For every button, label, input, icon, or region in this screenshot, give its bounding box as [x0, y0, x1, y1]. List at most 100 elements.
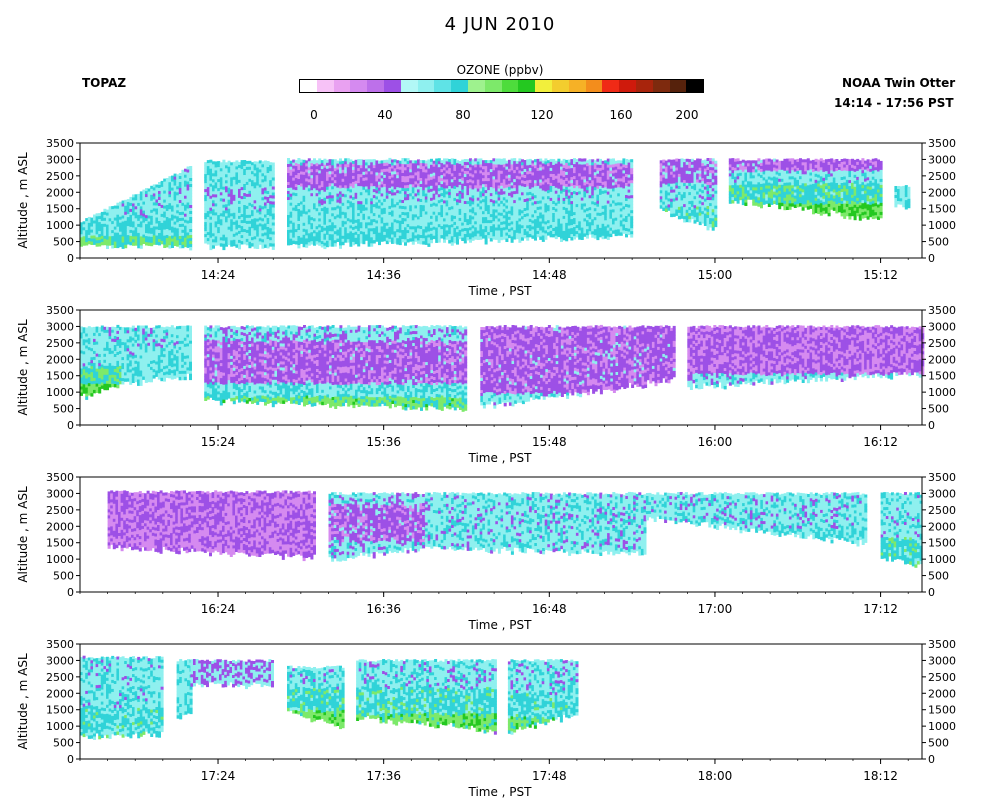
heat-cell: [502, 203, 506, 207]
heat-cell: [422, 235, 426, 239]
heat-cell: [599, 203, 602, 208]
heat-cell: [453, 176, 457, 181]
heat-cell: [367, 192, 371, 196]
heat-cell: [531, 184, 535, 188]
heat-cell: [424, 181, 428, 185]
heat-cell: [103, 214, 107, 219]
heat-cell: [258, 166, 262, 170]
heat-cell: [414, 223, 418, 227]
heat-cell: [287, 188, 290, 192]
heat-cell: [240, 226, 244, 230]
heat-cell: [580, 191, 584, 195]
heat-cell: [440, 163, 444, 167]
heat-cell: [173, 209, 177, 213]
heat-cell: [206, 229, 210, 233]
heat-cell: [219, 192, 223, 196]
heat-cell: [604, 196, 608, 200]
heat-cell: [521, 201, 524, 205]
heat-cell: [225, 231, 228, 235]
heat-cell: [305, 229, 309, 233]
heat-cell: [565, 213, 569, 218]
heat-cell: [209, 162, 213, 167]
heat-cell: [573, 167, 576, 171]
heat-cell: [557, 227, 561, 232]
heat-cell: [505, 205, 509, 209]
heat-cell: [189, 178, 193, 182]
heat-cell: [333, 177, 337, 181]
heat-cell: [173, 203, 177, 207]
heat-cell: [171, 241, 174, 245]
heat-cell: [204, 201, 208, 205]
heat-cell: [294, 187, 298, 191]
heat-cell: [289, 205, 293, 210]
heat-cell: [266, 239, 270, 243]
heat-cell: [119, 234, 122, 239]
heat-cell: [152, 226, 156, 230]
heat-cell: [217, 173, 221, 177]
heat-cell: [521, 210, 524, 214]
heat-cell: [391, 231, 394, 235]
heat-cell: [435, 185, 439, 189]
heat-cell: [435, 212, 439, 216]
heat-cell: [294, 205, 298, 209]
heat-cell: [383, 189, 387, 194]
heat-cell: [209, 237, 213, 242]
heat-cell: [471, 162, 475, 166]
heat-cell: [518, 188, 522, 192]
heat-cell: [323, 191, 327, 196]
heat-cell: [510, 191, 514, 195]
heat-cell: [261, 209, 265, 213]
heat-cell: [502, 194, 506, 198]
heat-cell: [258, 172, 262, 176]
heat-cell: [93, 235, 96, 239]
heat-cell: [297, 194, 301, 198]
heat-cell: [184, 195, 187, 200]
heat-cell: [184, 231, 187, 236]
heat-cell: [139, 245, 143, 249]
heat-cell: [142, 237, 146, 241]
heat-cell: [142, 216, 146, 220]
heat-cell: [90, 241, 94, 245]
heat-cell: [365, 204, 368, 208]
heat-cell: [435, 182, 439, 186]
heat-cell: [497, 206, 501, 210]
heat-cell: [305, 184, 309, 188]
heat-cell: [189, 166, 193, 170]
heat-cell: [427, 219, 431, 223]
heat-cell: [155, 202, 159, 206]
heat-cell: [383, 165, 387, 170]
heat-cell: [609, 224, 613, 229]
heat-cell: [606, 236, 610, 240]
heat-cell: [601, 172, 605, 177]
heat-cell: [453, 215, 457, 220]
heat-cell: [230, 204, 234, 208]
heat-cell: [404, 191, 407, 195]
heat-cell: [352, 232, 355, 237]
heat-cell: [336, 175, 340, 179]
heat-cell: [505, 214, 509, 218]
heat-cell: [591, 219, 595, 223]
heat-cell: [489, 235, 493, 239]
heat-cell: [500, 194, 504, 199]
heat-cell: [575, 231, 579, 235]
heat-cell: [305, 238, 309, 242]
heat-cell: [235, 235, 239, 239]
heat-cell: [333, 198, 337, 202]
heat-cell: [121, 206, 125, 210]
heat-cell: [489, 169, 493, 173]
heat-cell: [510, 164, 514, 168]
heat-cell: [204, 216, 208, 220]
heat-cell: [547, 172, 550, 176]
heat-cell: [339, 203, 342, 207]
heat-cell: [578, 167, 582, 171]
heat-cell: [523, 217, 527, 221]
heat-cell: [461, 168, 465, 172]
heat-cell: [596, 221, 600, 226]
heat-cell: [393, 216, 397, 220]
heat-cell: [515, 202, 519, 207]
heat-cell: [430, 227, 433, 232]
heat-cell: [505, 235, 509, 239]
heat-cell: [256, 239, 260, 243]
heat-cell: [212, 233, 215, 237]
heat-cell: [583, 194, 587, 198]
